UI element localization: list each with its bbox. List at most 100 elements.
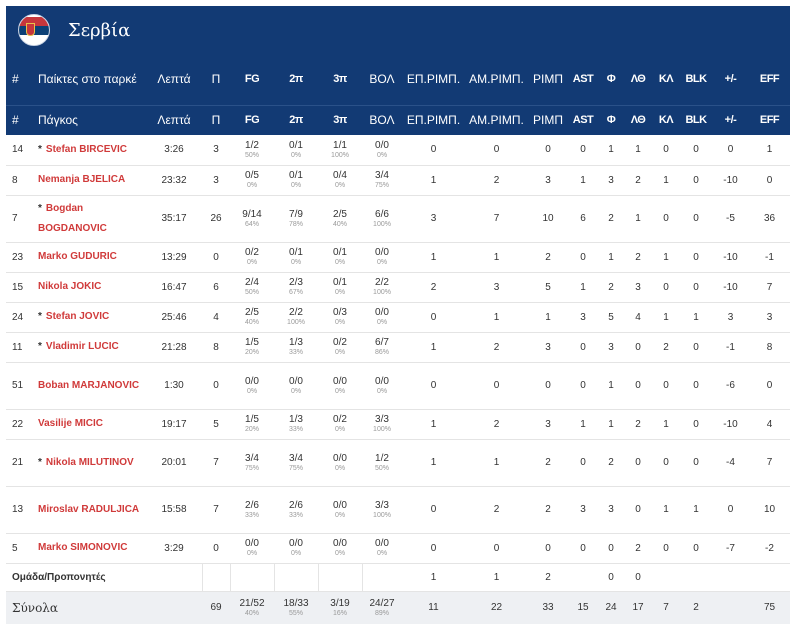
shooting-made-attempted: 0/2 — [245, 247, 259, 258]
column-header[interactable]: +/- — [712, 104, 749, 135]
shooting-cell-fg: 21/52 40% — [230, 591, 274, 624]
shooting-percentage: 40% — [244, 609, 259, 617]
player-name-link[interactable]: Boban MARJANOVIC — [34, 362, 146, 410]
shooting-made-attempted: 3/4 — [289, 452, 303, 464]
player-name-link[interactable]: Marko GUDURIC — [34, 242, 146, 273]
player-first-name: Stefan — [45, 143, 77, 155]
column-header[interactable]: ΚΛ — [652, 54, 680, 105]
shooting-percentage: 0% — [246, 387, 258, 395]
stat-to: 2 — [624, 409, 652, 440]
team-coaches-row: Ομάδα/Προπονητές 1 1 2 0 0 — [6, 562, 790, 592]
player-name-link[interactable]: Nikola JOKIC — [34, 272, 146, 303]
column-header[interactable]: BLK — [680, 54, 712, 105]
player-name-link[interactable]: Nemanja BJELICA — [34, 165, 146, 196]
player-name-link[interactable]: Vasilije MICIC — [34, 409, 146, 440]
stat-to: 0 — [624, 362, 652, 410]
player-name-link[interactable]: * Nikola MILUTINOV — [34, 439, 146, 487]
totals-label: Σύνολα — [6, 591, 146, 624]
column-header[interactable]: ΛΘ — [624, 104, 652, 135]
column-header[interactable]: Πάγκος — [34, 104, 146, 135]
column-header[interactable]: FG — [230, 54, 274, 105]
column-header[interactable]: 3π — [318, 54, 362, 105]
stat-ast: 6 — [568, 195, 598, 243]
column-header[interactable]: EFF — [749, 104, 790, 135]
shooting-percentage: 0% — [290, 387, 302, 395]
column-header[interactable]: # — [6, 104, 34, 135]
stat-pf: 0 — [598, 533, 624, 564]
column-header[interactable]: BLK — [680, 104, 712, 135]
column-header[interactable]: 2π — [274, 104, 318, 135]
player-name-link[interactable]: * Bogdan BOGDANOVIC — [34, 195, 146, 243]
column-header[interactable]: FG — [230, 104, 274, 135]
player-first-name: Vasilije — [38, 418, 72, 429]
stat-stl: 0 — [652, 439, 680, 487]
column-header[interactable]: Φ — [598, 54, 624, 105]
stat-to: 2 — [624, 165, 652, 196]
boxscore-panel: Σερβία # Παίκτες στο παρκέ Λεπτά Π FG 2π 3π ΒΟΛ… — [6, 6, 790, 624]
stat-eff: 7 — [749, 272, 790, 303]
player-row: 15 Nikola JOKIC 16:47 6 2/4 50% 2/3 67% 0/1 0% 2/2… — [6, 272, 790, 303]
player-name-link[interactable]: * Vladimir LUCIC — [34, 332, 146, 363]
player-name-link[interactable]: Miroslav RADULJICA — [34, 486, 146, 534]
shooting-percentage: 0% — [334, 182, 346, 189]
shooting-made-attempted: 0/0 — [333, 452, 347, 464]
stat-pm: -1 — [712, 332, 749, 363]
player-name-link[interactable]: * Stefan BIRCEVIC — [34, 135, 146, 166]
shooting-percentage: 0% — [376, 550, 388, 557]
player-name-link[interactable]: * Stefan JOVIC — [34, 302, 146, 333]
jersey-number: 7 — [6, 195, 34, 243]
shooting-made-attempted: 0/1 — [333, 247, 347, 258]
column-header[interactable]: 3π — [318, 104, 362, 135]
column-header[interactable]: ΚΛ — [652, 104, 680, 135]
shooting-cell-fg: 0/0 0% — [230, 362, 274, 410]
totals-row: Σύνολα 69 21/52 40% 18/33 55% 3/19 16% 24/27 89% 1… — [6, 591, 790, 624]
empty-cell — [680, 562, 712, 592]
player-row: 22 Vasilije MICIC 19:17 5 1/5 20% 1/3 33% 0/2 0% 3… — [6, 409, 790, 440]
jersey-number: 8 — [6, 165, 34, 196]
player-last-name: GUDURIC — [70, 251, 117, 262]
column-header[interactable]: ΕΠ.ΡΙΜΠ. — [402, 104, 465, 135]
column-header[interactable]: ΡΙΜΠ — [528, 104, 568, 135]
column-header[interactable]: ΑΜ.ΡΙΜΠ. — [465, 104, 528, 135]
player-name-link[interactable]: Marko SIMONOVIC — [34, 533, 146, 564]
column-header[interactable]: +/- — [712, 54, 749, 105]
column-header[interactable]: Παίκτες στο παρκέ — [34, 54, 146, 105]
stat-to: 1 — [624, 135, 652, 166]
stat-dreb: 2 — [465, 486, 528, 534]
stat-dreb: 0 — [465, 533, 528, 564]
column-header[interactable]: EFF — [749, 54, 790, 105]
jersey-number: 22 — [6, 409, 34, 440]
stat-reb: 3 — [528, 332, 568, 363]
minutes: 3:29 — [146, 533, 202, 564]
column-header[interactable]: ΒΟΛ — [362, 54, 402, 105]
points: 7 — [202, 486, 230, 534]
column-header[interactable]: Π — [202, 54, 230, 105]
shooting-made-attempted: 0/2 — [333, 337, 347, 348]
shooting-cell-fg: 9/14 64% — [230, 195, 274, 243]
stat-reb: 5 — [528, 272, 568, 303]
starter-star-icon: * — [38, 202, 42, 214]
shooting-cell-ft: 6/6 100% — [362, 195, 402, 243]
column-header[interactable]: ΕΠ.ΡΙΜΠ. — [402, 54, 465, 105]
shooting-made-attempted: 0/0 — [375, 307, 389, 318]
column-header[interactable]: ΡΙΜΠ — [528, 54, 568, 105]
column-header[interactable]: Λεπτά — [146, 54, 202, 105]
player-last-name: MARJANOVIC — [71, 379, 140, 391]
stat-eff: 0 — [749, 362, 790, 410]
jersey-number: 23 — [6, 242, 34, 273]
column-header[interactable]: Φ — [598, 104, 624, 135]
column-header[interactable]: ΒΟΛ — [362, 104, 402, 135]
stat-blk: 0 — [680, 242, 712, 273]
column-header[interactable]: 2π — [274, 54, 318, 105]
column-header[interactable]: AST — [568, 104, 598, 135]
stat-dreb: 2 — [465, 332, 528, 363]
column-header[interactable]: Λεπτά — [146, 104, 202, 135]
column-header[interactable]: # — [6, 54, 34, 105]
shooting-made-attempted: 0/0 — [375, 247, 389, 258]
shooting-made-attempted: 0/4 — [333, 170, 347, 181]
column-header[interactable]: AST — [568, 54, 598, 105]
column-header[interactable]: ΑΜ.ΡΙΜΠ. — [465, 54, 528, 105]
stat-pm: -7 — [712, 533, 749, 564]
column-header[interactable]: Π — [202, 104, 230, 135]
column-header[interactable]: ΛΘ — [624, 54, 652, 105]
